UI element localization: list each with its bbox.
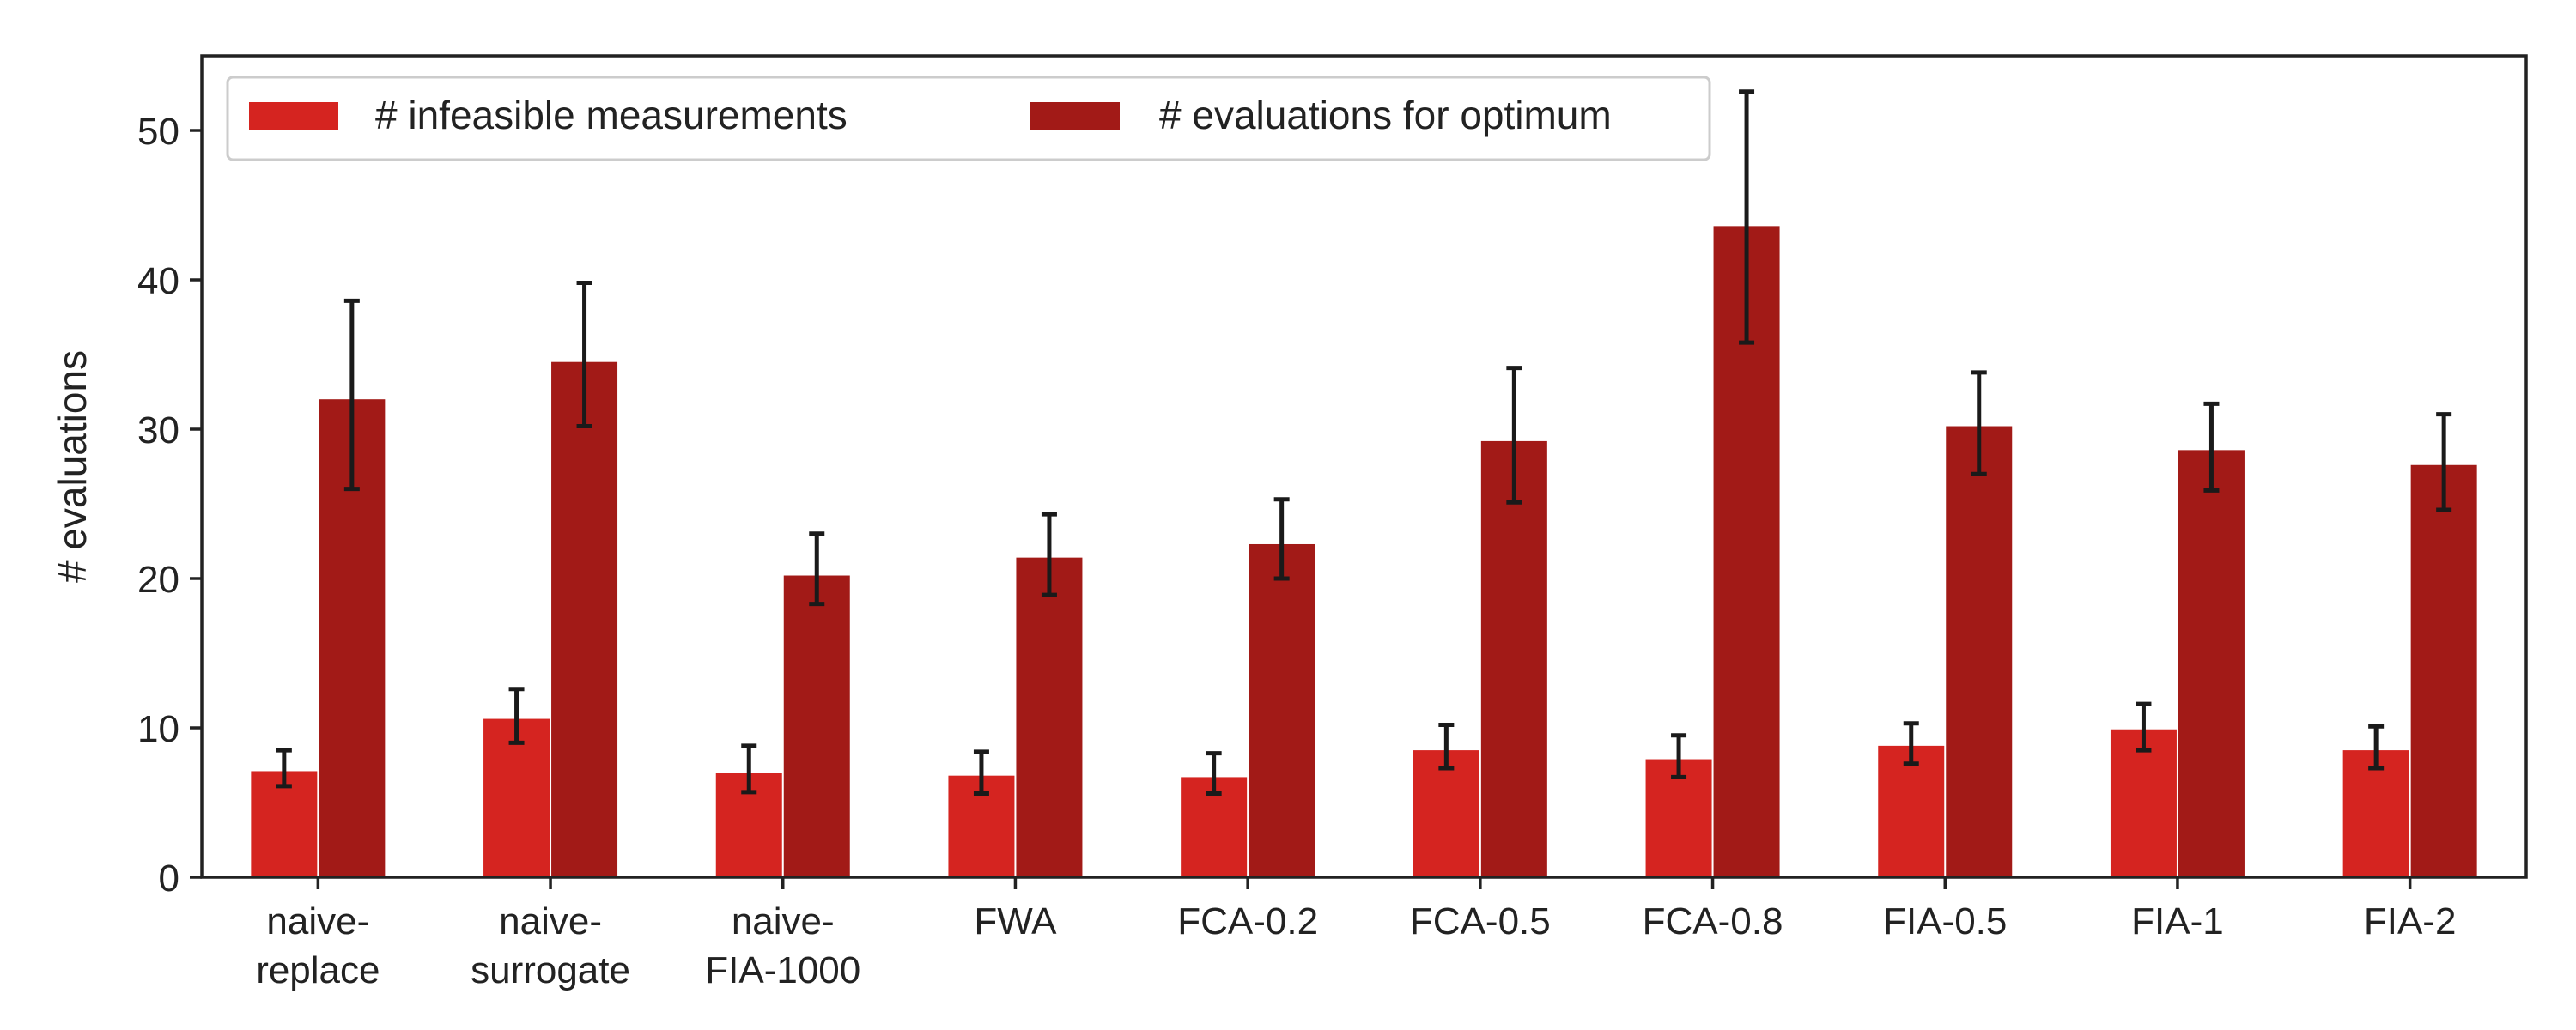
x-tick-label-2-1: FIA-1000: [705, 949, 860, 991]
x-tick-label-4-0: FCA-0.2: [1177, 900, 1318, 942]
y-tick-label-0: 0: [159, 857, 179, 900]
bar-optimum-5: [1480, 440, 1547, 877]
y-tick-label-50: 50: [137, 111, 179, 153]
x-tick-label-3-0: FWA: [974, 900, 1057, 942]
x-tick-label-9-0: FIA-2: [2364, 900, 2457, 942]
bars-layer: [251, 226, 2477, 877]
legend-label-0: # infeasible measurements: [375, 93, 848, 137]
legend-swatch-1: [1030, 102, 1120, 130]
legend-box: [226, 76, 1711, 161]
legend: # infeasible measurements # evaluations f…: [226, 76, 1711, 161]
x-tick-label-0-0: naive-: [266, 900, 369, 942]
x-tick-label-8-0: FIA-1: [2131, 900, 2224, 942]
errorbars-layer: [276, 89, 2452, 797]
y-tick-label-20: 20: [137, 559, 179, 601]
x-tick-label-5-0: FCA-0.5: [1410, 900, 1551, 942]
bar-optimum-2: [783, 575, 850, 877]
x-tick-label-2-0: naive-: [732, 900, 835, 942]
bar-infeasible-0: [251, 771, 318, 877]
bar-optimum-4: [1249, 543, 1315, 877]
bar-optimum-1: [551, 361, 618, 877]
bar-optimum-8: [2178, 450, 2245, 877]
bar-infeasible-5: [1413, 750, 1479, 877]
axes-layer: 0 10 20 30 40 50 naive-replace naive-surrogate n…: [50, 54, 2528, 991]
bar-infeasible-1: [483, 718, 550, 877]
x-tick-label-1-1: surrogate: [471, 949, 630, 991]
y-tick-label-30: 30: [137, 409, 179, 451]
x-tick-label-7-0: FIA-0.5: [1883, 900, 2007, 942]
bar-optimum-3: [1016, 557, 1083, 877]
x-tick-label-6-0: FCA-0.8: [1643, 900, 1783, 942]
x-tick-label-1-0: naive-: [499, 900, 602, 942]
x-tick-label-0-1: replace: [256, 949, 380, 991]
bar-optimum-9: [2410, 464, 2477, 877]
y-tick-label-10: 10: [137, 708, 179, 750]
bar-infeasible-7: [1878, 745, 1945, 877]
bar-infeasible-9: [2342, 750, 2409, 877]
bar-optimum-7: [1946, 426, 2013, 877]
y-tick-label-40: 40: [137, 260, 179, 302]
legend-label-1: # evaluations for optimum: [1159, 93, 1612, 137]
bar-infeasible-8: [2110, 729, 2177, 877]
legend-swatch-0: [249, 102, 338, 130]
plot-frame: [200, 54, 2528, 879]
y-axis-label: # evaluations: [50, 350, 94, 583]
